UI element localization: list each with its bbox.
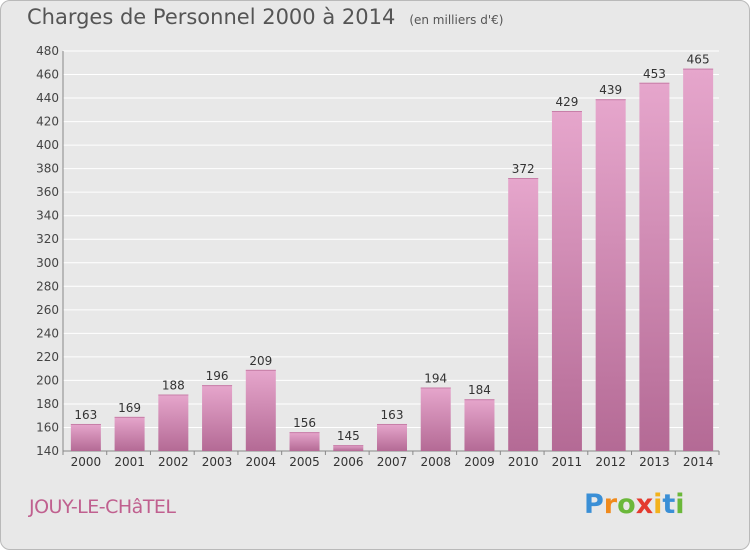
x-tick-label: 2013 <box>639 455 670 469</box>
bar <box>377 423 407 451</box>
bar <box>420 387 451 451</box>
data-label: 184 <box>468 383 491 397</box>
data-label: 163 <box>74 408 97 422</box>
bar <box>289 432 320 451</box>
x-tick-label: 2012 <box>595 455 626 469</box>
x-tick-label: 2007 <box>377 455 408 469</box>
data-label: 194 <box>424 371 447 385</box>
y-tick-label: 380 <box>36 162 59 176</box>
y-tick-label: 440 <box>36 91 59 105</box>
logo-letter: o <box>617 489 636 520</box>
y-tick-label: 220 <box>36 350 59 364</box>
data-label: 453 <box>643 67 666 81</box>
logo-letter: x <box>635 489 654 520</box>
bar <box>639 82 670 451</box>
x-tick-label: 2011 <box>552 455 583 469</box>
y-tick-label: 160 <box>36 420 59 434</box>
logo-letter: t <box>662 489 676 520</box>
y-tick-label: 240 <box>36 326 59 340</box>
chart-title: Charges de Personnel 2000 à 2014 (en mill… <box>27 5 503 29</box>
data-label: 196 <box>206 369 229 383</box>
y-tick-label: 300 <box>36 256 59 270</box>
y-tick-label: 200 <box>36 373 59 387</box>
y-tick-label: 280 <box>36 279 59 293</box>
bar <box>595 99 626 451</box>
data-label: 465 <box>687 53 710 67</box>
chart-title-text: Charges de Personnel 2000 à 2014 <box>27 5 396 29</box>
y-tick-label: 320 <box>36 232 59 246</box>
x-tick-label: 2009 <box>464 455 495 469</box>
x-tick-label: 2003 <box>202 455 233 469</box>
data-label: 145 <box>337 429 360 443</box>
proxiti-logo: Proxiti <box>584 489 685 520</box>
bar <box>508 178 539 451</box>
y-tick-label: 420 <box>36 115 59 129</box>
x-tick-label: 2004 <box>246 455 277 469</box>
y-tick-label: 260 <box>36 303 59 317</box>
x-tick-label: 2006 <box>333 455 364 469</box>
logo-letter: r <box>603 489 618 520</box>
y-tick-label: 140 <box>36 444 59 458</box>
bar <box>70 423 101 451</box>
x-tick-label: 2000 <box>71 455 102 469</box>
y-tick-label: 400 <box>36 138 59 152</box>
bar <box>333 445 364 451</box>
logo-letter: i <box>653 489 663 520</box>
x-tick-label: 2010 <box>508 455 539 469</box>
y-tick-label: 360 <box>36 185 59 199</box>
data-label: 169 <box>118 401 141 415</box>
data-label: 163 <box>381 408 404 422</box>
bar <box>158 394 189 451</box>
data-label: 188 <box>162 379 185 393</box>
x-tick-label: 2002 <box>158 455 189 469</box>
bar <box>551 111 582 451</box>
bar <box>202 385 233 451</box>
y-tick-label: 340 <box>36 209 59 223</box>
data-label: 439 <box>599 83 622 97</box>
x-tick-label: 2005 <box>289 455 320 469</box>
data-label: 372 <box>512 162 535 176</box>
data-label: 156 <box>293 416 316 430</box>
data-label: 429 <box>555 95 578 109</box>
x-tick-label: 2008 <box>420 455 451 469</box>
y-tick-label: 460 <box>36 68 59 82</box>
commune-name: JOUY-LE-CHâTEL <box>29 496 176 518</box>
bar <box>245 369 276 451</box>
data-label: 209 <box>249 354 272 368</box>
bar <box>464 399 495 451</box>
x-tick-label: 2001 <box>114 455 145 469</box>
x-tick-label: 2014 <box>683 455 714 469</box>
bar <box>683 68 714 451</box>
chart-unit-note: (en milliers d'€) <box>409 13 504 27</box>
y-tick-label: 180 <box>36 397 59 411</box>
bar <box>114 416 145 451</box>
logo-letter: i <box>675 489 685 520</box>
logo-letter: P <box>584 489 604 520</box>
y-tick-label: 480 <box>36 44 59 58</box>
